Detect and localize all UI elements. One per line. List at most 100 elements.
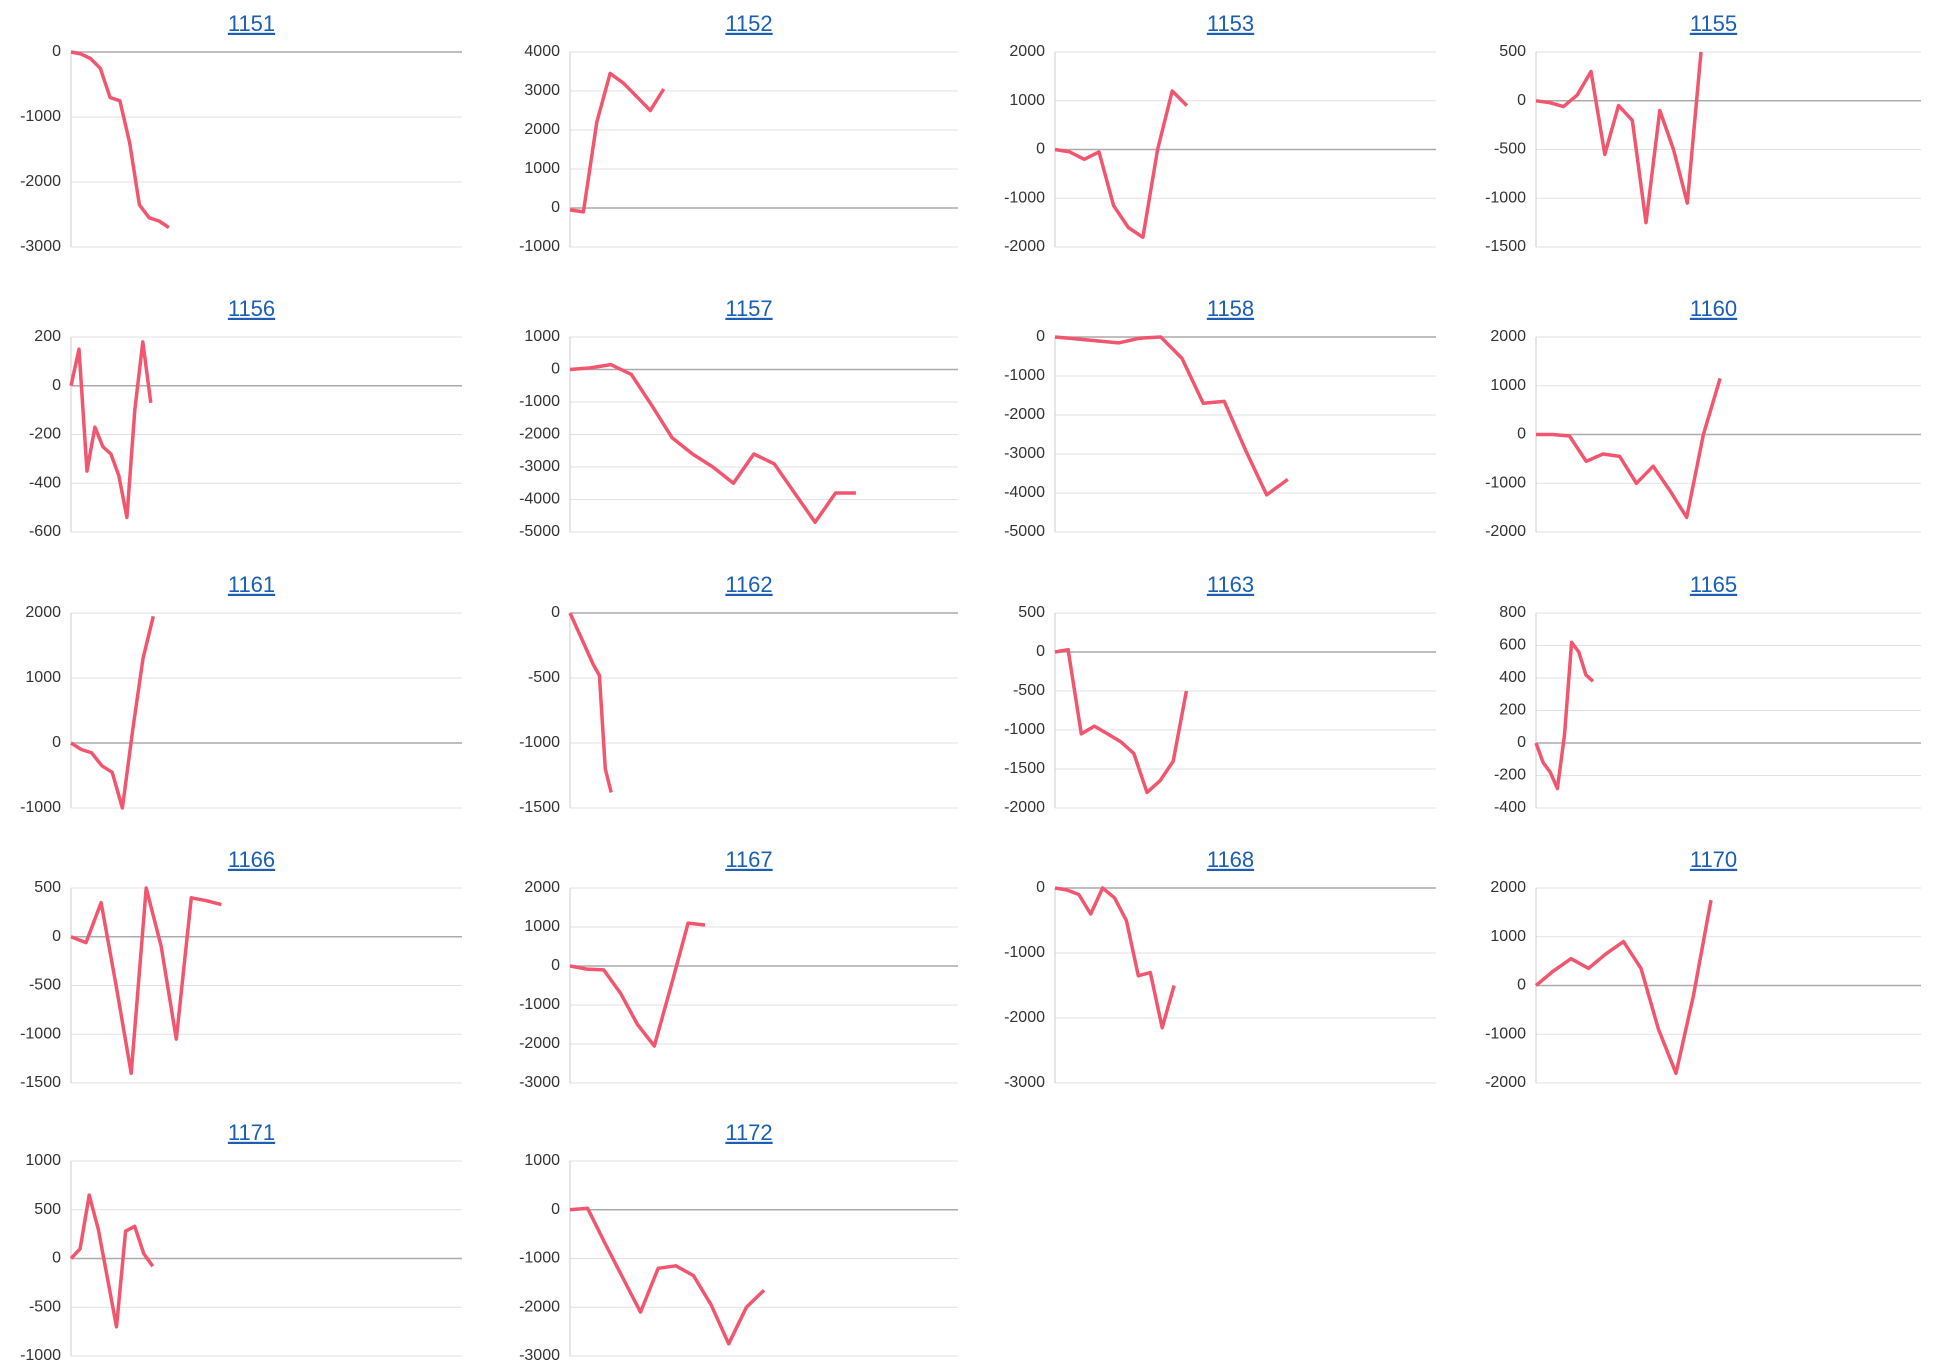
chart-title[interactable]: 1167 xyxy=(725,847,772,872)
y-tick-label: 0 xyxy=(1036,879,1045,896)
y-tick-label: 1000 xyxy=(1009,92,1045,109)
y-tick-label: -1000 xyxy=(20,108,61,125)
data-line xyxy=(69,340,153,520)
data-line xyxy=(69,1193,155,1329)
y-tick-label: -2000 xyxy=(1004,799,1045,816)
data-line xyxy=(568,612,613,793)
y-tick-label: -1000 xyxy=(1004,367,1045,384)
y-tick-label: -4000 xyxy=(1004,484,1045,501)
data-line xyxy=(1534,899,1713,1076)
y-tick-label: -1000 xyxy=(1004,721,1045,738)
data-line xyxy=(569,921,706,1048)
chart-title[interactable]: 1170 xyxy=(1690,847,1737,872)
chart-title[interactable]: 1156 xyxy=(228,296,275,321)
data-line xyxy=(1054,335,1289,497)
y-tick-label: -2000 xyxy=(1004,406,1045,423)
data-line xyxy=(1054,89,1189,240)
chart-title[interactable]: 1162 xyxy=(725,572,772,597)
y-tick-label: 1000 xyxy=(524,918,560,935)
y-tick-label: 2000 xyxy=(1009,43,1045,60)
y-tick-label: -1500 xyxy=(519,799,560,816)
y-tick-label: 1000 xyxy=(524,1152,560,1169)
chart-title[interactable]: 1152 xyxy=(725,11,772,36)
y-tick-label: -2000 xyxy=(1004,238,1045,255)
y-tick-label: 4000 xyxy=(524,43,560,60)
y-tick-label: 2000 xyxy=(25,604,61,621)
chart-title[interactable]: 1155 xyxy=(1690,11,1737,36)
y-tick-label: -500 xyxy=(1013,682,1045,699)
data-line xyxy=(1054,886,1176,1030)
data-line xyxy=(1535,51,1703,225)
y-tick-label: -2000 xyxy=(1485,523,1526,540)
y-tick-label: 3000 xyxy=(524,82,560,99)
y-tick-label: 0 xyxy=(1517,92,1526,109)
y-tick-label: 400 xyxy=(1499,669,1526,686)
y-tick-label: -5000 xyxy=(519,523,560,540)
y-tick-label: 0 xyxy=(52,43,61,60)
y-tick-label: -3000 xyxy=(519,1347,560,1364)
y-tick-label: 1000 xyxy=(1490,377,1526,394)
y-tick-label: -600 xyxy=(29,523,61,540)
chart-title[interactable]: 1151 xyxy=(228,11,275,36)
y-tick-label: -1000 xyxy=(519,238,560,255)
y-tick-label: -1000 xyxy=(1485,474,1526,491)
data-line xyxy=(1534,640,1595,791)
y-tick-label: 2000 xyxy=(524,121,560,138)
y-tick-label: 1000 xyxy=(524,328,560,345)
y-tick-label: 2000 xyxy=(524,879,560,896)
y-tick-label: 0 xyxy=(1036,141,1045,158)
y-tick-label: -400 xyxy=(29,474,61,491)
chart-title[interactable]: 1161 xyxy=(228,572,275,597)
y-tick-label: -2000 xyxy=(1004,1009,1045,1026)
y-tick-label: 200 xyxy=(1499,702,1526,719)
y-tick-label: 1000 xyxy=(25,1152,61,1169)
y-tick-label: -3000 xyxy=(519,1074,560,1091)
data-line xyxy=(70,615,156,810)
y-tick-label: -200 xyxy=(1494,767,1526,784)
chart-title[interactable]: 1157 xyxy=(725,296,772,321)
y-tick-label: -1000 xyxy=(1004,189,1045,206)
y-tick-label: -1500 xyxy=(1004,760,1045,777)
y-tick-label: -2000 xyxy=(1485,1074,1526,1091)
chart-title[interactable]: 1166 xyxy=(228,847,275,872)
chart-title[interactable]: 1163 xyxy=(1207,572,1254,597)
y-tick-label: 0 xyxy=(52,928,61,945)
y-tick-label: -500 xyxy=(528,669,560,686)
y-tick-label: 200 xyxy=(34,328,61,345)
y-tick-label: 0 xyxy=(551,604,560,621)
y-tick-label: 2000 xyxy=(1490,328,1526,345)
y-tick-label: -3000 xyxy=(1004,445,1045,462)
y-tick-label: 2000 xyxy=(1490,879,1526,896)
y-tick-label: -1000 xyxy=(20,1025,61,1042)
y-tick-label: -2000 xyxy=(519,1298,560,1315)
chart-title[interactable]: 1160 xyxy=(1690,296,1737,321)
y-tick-label: -1000 xyxy=(20,799,61,816)
y-tick-label: 500 xyxy=(34,879,61,896)
y-tick-label: -2000 xyxy=(519,1035,560,1052)
y-tick-label: -1000 xyxy=(20,1347,61,1364)
y-tick-label: -2000 xyxy=(519,426,560,443)
y-tick-label: 1000 xyxy=(524,160,560,177)
y-tick-label: 0 xyxy=(1036,643,1045,660)
chart-title[interactable]: 1153 xyxy=(1207,11,1254,36)
y-tick-label: 500 xyxy=(34,1201,61,1218)
data-line xyxy=(70,50,170,229)
data-line xyxy=(569,362,856,525)
chart-title[interactable]: 1158 xyxy=(1207,296,1254,321)
y-tick-label: -4000 xyxy=(519,491,560,508)
y-tick-label: -3000 xyxy=(20,238,61,255)
y-tick-label: 0 xyxy=(551,361,560,378)
y-tick-label: -3000 xyxy=(519,458,560,475)
chart-title[interactable]: 1172 xyxy=(725,1120,772,1145)
chart-title[interactable]: 1168 xyxy=(1207,847,1254,872)
y-tick-label: -1000 xyxy=(519,1250,560,1267)
y-tick-label: 1000 xyxy=(25,669,61,686)
y-tick-label: 800 xyxy=(1499,604,1526,621)
y-tick-label: -400 xyxy=(1494,799,1526,816)
chart-title[interactable]: 1171 xyxy=(228,1120,275,1145)
y-tick-label: 0 xyxy=(551,957,560,974)
y-tick-label: -5000 xyxy=(1004,523,1045,540)
data-line xyxy=(1054,647,1189,795)
chart-title[interactable]: 1165 xyxy=(1690,572,1737,597)
